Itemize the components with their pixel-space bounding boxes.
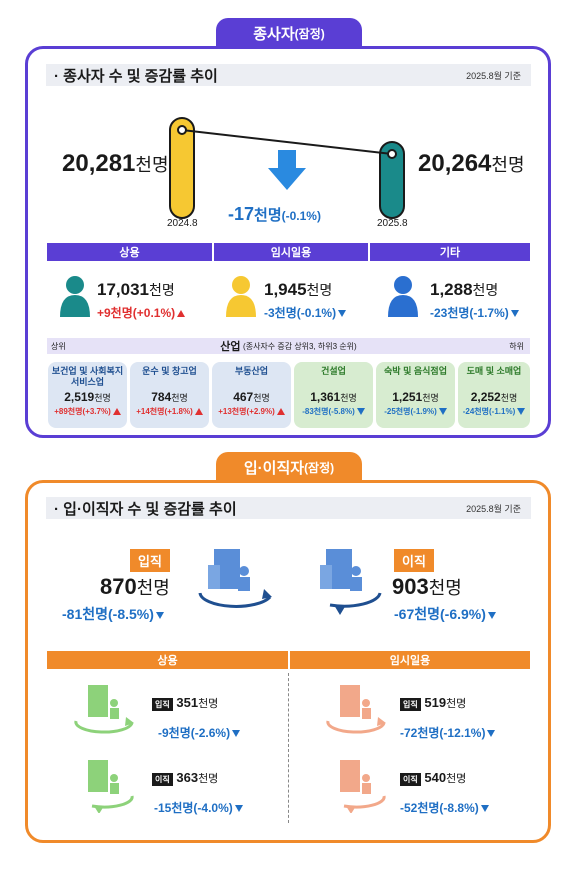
industry-card-1: 보건업 및 사회복지 서비스업 2,519천명 +89천명(+3.7%) xyxy=(48,362,127,428)
section1-tab: 종사자 (잠정) xyxy=(216,18,362,48)
temp-hire-value: 입직 519천명 xyxy=(400,695,466,711)
cat-header-other: 기타 xyxy=(370,243,530,261)
section2-tab-small: (잠정) xyxy=(304,460,335,475)
regular-sep-value: 이직 363천명 xyxy=(152,770,218,786)
temp-hire-change: -72천명(-12.1%) xyxy=(400,724,496,741)
section2-tab-label: 입·이직자 xyxy=(243,459,305,477)
person-teal-icon xyxy=(60,276,90,317)
separation-building-icon xyxy=(320,549,382,615)
hire-change: -81천명(-8.5%) xyxy=(62,604,164,624)
down-arrow-icon xyxy=(268,150,306,190)
industry-bar: 상위 산업 (종사자수 증감 상위3, 하위3 순위) 하위 xyxy=(47,338,530,354)
employee-2024-value: 20,281천명 xyxy=(62,150,169,177)
regular-hire-icon xyxy=(74,685,134,734)
cat-header-temp: 임시일용 xyxy=(214,243,368,261)
section2-title: · 입·이직자 수 및 증감률 추이 xyxy=(54,500,237,518)
employee-2025-value: 20,264천명 xyxy=(418,150,525,177)
separation-value: 903천명 xyxy=(392,574,462,599)
temp-sep-value: 이직 540천명 xyxy=(400,770,466,786)
column-divider xyxy=(288,673,289,823)
section1-title: · 종사자 수 및 증감률 추이 xyxy=(54,67,218,85)
separation-badge: 이직 xyxy=(394,549,434,572)
temp-sep-change: -52천명(-8.8%) xyxy=(400,799,489,816)
section1-tab-label: 종사자 xyxy=(253,25,295,43)
section2-date: 2025.8월 기준 xyxy=(466,503,521,514)
cat-temp-value: 1,945천명 xyxy=(264,280,333,299)
industry-note: (종사자수 증감 상위3, 하위3 순위) xyxy=(243,341,357,351)
cat-header-regular: 상용 xyxy=(47,243,212,261)
regular-hire-change: -9천명(-2.6%) xyxy=(158,724,241,741)
cat-other-change: -23천명(-1.7%) xyxy=(430,304,519,321)
employee-trend-graphic xyxy=(169,117,405,219)
separation-change: -67천명(-6.9%) xyxy=(394,604,496,624)
temp-header: 임시일용 xyxy=(290,651,530,669)
person-blue-icon xyxy=(388,276,418,317)
cat-regular-change: +9천명(+0.1%) xyxy=(97,304,186,321)
label-2025: 2025.8 xyxy=(377,218,408,229)
industry-card-2: 운수 및 창고업 784천명 +14천명(+1.8%) xyxy=(130,362,209,428)
section1-title-bar: · 종사자 수 및 증감률 추이 2025.8월 기준 xyxy=(46,64,531,86)
industry-top-label: 상위 xyxy=(51,341,66,351)
industry-card-6: 도매 및 소매업 2,252천명 -24천명(-1.1%) xyxy=(458,362,530,428)
section2-tab: 입·이직자 (잠정) xyxy=(216,452,362,482)
employee-change: -17천명(-0.1%) xyxy=(228,204,321,224)
cat-other-value: 1,288천명 xyxy=(430,280,499,299)
cat-temp-change: -3천명(-0.1%) xyxy=(264,304,347,321)
industry-title: 산업 xyxy=(220,341,241,353)
section1-date: 2025.8월 기준 xyxy=(466,70,521,81)
industry-card-3: 부동산업 467천명 +13천명(+2.9%) xyxy=(212,362,291,428)
temp-separation-icon xyxy=(340,760,386,813)
hire-value: 870천명 xyxy=(100,574,170,599)
bar-2024 xyxy=(169,117,195,219)
regular-header: 상용 xyxy=(47,651,288,669)
regular-hire-value: 입직 351천명 xyxy=(152,695,218,711)
industry-card-4: 건설업 1,361천명 -83천명(-5.8%) xyxy=(294,362,373,428)
hire-badge: 입직 xyxy=(130,549,170,572)
regular-sep-change: -15천명(-4.0%) xyxy=(154,799,243,816)
person-yellow-icon xyxy=(226,276,256,317)
industry-card-5: 숙박 및 음식점업 1,251천명 -25천명(-1.9%) xyxy=(376,362,455,428)
bar-2025 xyxy=(379,141,405,219)
hire-building-icon xyxy=(198,549,272,608)
temp-hire-icon xyxy=(326,685,386,734)
section2-title-bar: · 입·이직자 수 및 증감률 추이 2025.8월 기준 xyxy=(46,497,531,519)
label-2024: 2024.8 xyxy=(167,218,198,229)
regular-separation-icon xyxy=(88,760,134,813)
section1-tab-small: (잠정) xyxy=(294,26,325,41)
cat-regular-value: 17,031천명 xyxy=(97,280,175,299)
industry-bottom-label: 하위 xyxy=(509,341,524,351)
